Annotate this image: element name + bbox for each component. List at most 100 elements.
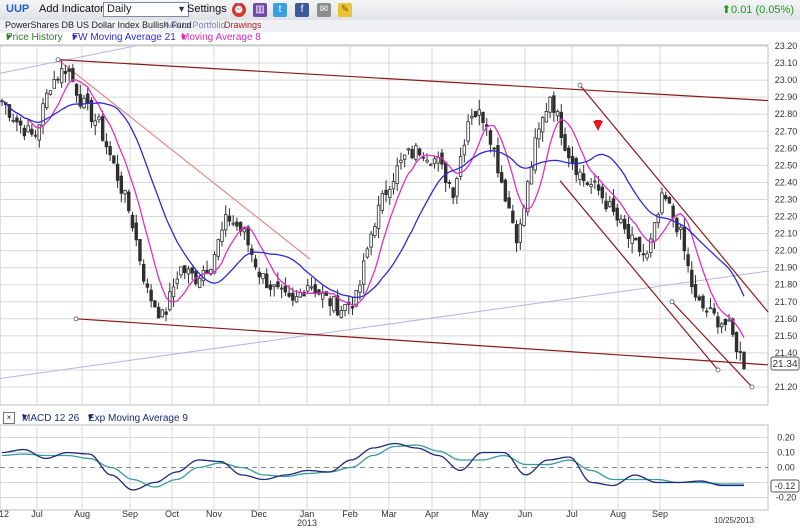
legend-ma8[interactable]: Moving Average 8 ▾ — [181, 32, 261, 43]
y-tick-label: 21.20 — [775, 382, 798, 392]
candle-body — [279, 287, 284, 290]
candle-body — [410, 149, 414, 159]
candle-body — [619, 218, 623, 224]
last-price-badge: 21.34 — [770, 356, 800, 371]
candle-body — [67, 68, 71, 72]
y-tick-label: 21.40 — [775, 348, 798, 358]
legend-price-history[interactable]: Price History ▾ — [6, 32, 63, 43]
add-indicator-button[interactable]: Add Indicator — [39, 3, 104, 15]
macd-last-label: -0.12 — [775, 481, 796, 491]
candle-body — [697, 296, 701, 301]
candle-body — [660, 192, 664, 214]
close-icon[interactable]: × — [3, 412, 15, 424]
candle-body — [406, 148, 411, 151]
candle-body — [455, 178, 459, 197]
candle-body — [141, 263, 146, 282]
candle-body — [205, 269, 209, 274]
share-icon[interactable]: ✉ — [317, 3, 331, 17]
candle-body — [626, 223, 631, 239]
candle-body — [15, 117, 19, 123]
candle-body — [130, 214, 135, 229]
candle-body — [317, 289, 321, 295]
last-price-label: 21.34 — [772, 359, 797, 370]
candle-body — [26, 125, 30, 133]
candle-body — [250, 248, 254, 255]
candle-body — [462, 144, 467, 156]
y-tick-label: 21.80 — [775, 280, 798, 290]
price-grid — [0, 45, 768, 405]
candle-body — [30, 128, 34, 135]
candle-body — [414, 145, 418, 160]
candle-body — [667, 197, 672, 204]
toolbar: UUP Add Indicator Daily ▼ Settings ⏰ ▥ t… — [0, 0, 800, 21]
candle-body — [559, 111, 563, 138]
twitter-icon[interactable]: t — [273, 3, 287, 17]
candle-body — [376, 204, 381, 229]
candle-body — [86, 93, 90, 103]
anchor-point — [577, 82, 583, 88]
x-tick-label: Sep — [652, 509, 668, 519]
candle-body — [97, 116, 101, 121]
candle-body — [574, 158, 578, 176]
candle-body — [567, 147, 571, 159]
macd-y-tick-label: 0.20 — [777, 433, 795, 443]
split-icon[interactable]: ▥ — [253, 3, 267, 17]
candle-body — [686, 254, 690, 267]
candle-body — [578, 171, 582, 180]
up-arrow-icon: ⬆ — [721, 4, 732, 16]
candle-body — [261, 273, 265, 280]
candle-body — [242, 228, 247, 233]
candle-body — [138, 239, 142, 262]
facebook-icon[interactable]: f — [295, 3, 309, 17]
candle-body — [119, 175, 124, 194]
candle-body — [201, 270, 206, 282]
candle-body — [253, 258, 258, 268]
x-tick-label: Oct — [165, 509, 180, 519]
legend-fw-ma[interactable]: FW Moving Average 21 ▾ — [72, 32, 176, 43]
moving-average-lines — [1, 79, 745, 339]
candle-body — [227, 215, 232, 222]
alarm-clock-icon[interactable]: ⏰ — [232, 3, 246, 17]
candle-body — [529, 166, 534, 185]
candle-body — [306, 284, 310, 292]
candle-body — [701, 295, 705, 309]
candle-body — [608, 201, 612, 208]
symbol-label[interactable]: UUP — [6, 3, 30, 15]
candle-body — [652, 222, 657, 242]
candle-body — [425, 159, 429, 163]
candle-body — [436, 157, 440, 164]
candle-body — [343, 303, 347, 312]
anchor-point — [55, 57, 61, 63]
candle-body — [18, 120, 23, 126]
candle-body — [391, 180, 396, 190]
legend-macd[interactable]: MACD 12 26 ▾ — [22, 412, 80, 424]
candle-body — [78, 94, 83, 107]
note-icon[interactable]: ✎ — [338, 3, 352, 17]
drawings-link[interactable]: Drawings — [224, 20, 262, 30]
legend-fw-ma-label: FW Moving Average 21 — [72, 32, 176, 43]
legend-ema[interactable]: Exp Moving Average 9 ▾ — [88, 412, 188, 424]
candle-body — [682, 226, 687, 252]
price-chart[interactable]: 21.20 21.40 21.50 21.60 21.70 21.80 21.90 22.00… — [0, 0, 800, 410]
candle-body — [45, 92, 49, 109]
candle-body — [690, 269, 694, 288]
candle-body — [339, 310, 344, 318]
y-tick-label: 23.00 — [775, 75, 798, 85]
period-select[interactable]: Daily ▼ — [103, 2, 189, 17]
candle-body — [641, 253, 646, 256]
candle-body — [712, 308, 716, 314]
candle-body — [231, 222, 235, 225]
y-tick-label: 21.70 — [775, 297, 798, 307]
candle-body — [466, 121, 470, 142]
candle-body — [104, 141, 109, 148]
x-tick-label: 12 — [0, 509, 9, 519]
settings-button[interactable]: Settings — [187, 3, 227, 15]
candle-body — [37, 124, 41, 141]
candle-body — [675, 217, 679, 233]
candle-body — [93, 120, 97, 126]
add-to-portfolio-link[interactable]: Add to Portfolio — [164, 20, 226, 30]
candle-body — [507, 197, 511, 209]
x-tick-label: Aug — [74, 509, 90, 519]
candle-body — [11, 119, 15, 122]
candle-body — [470, 115, 474, 119]
